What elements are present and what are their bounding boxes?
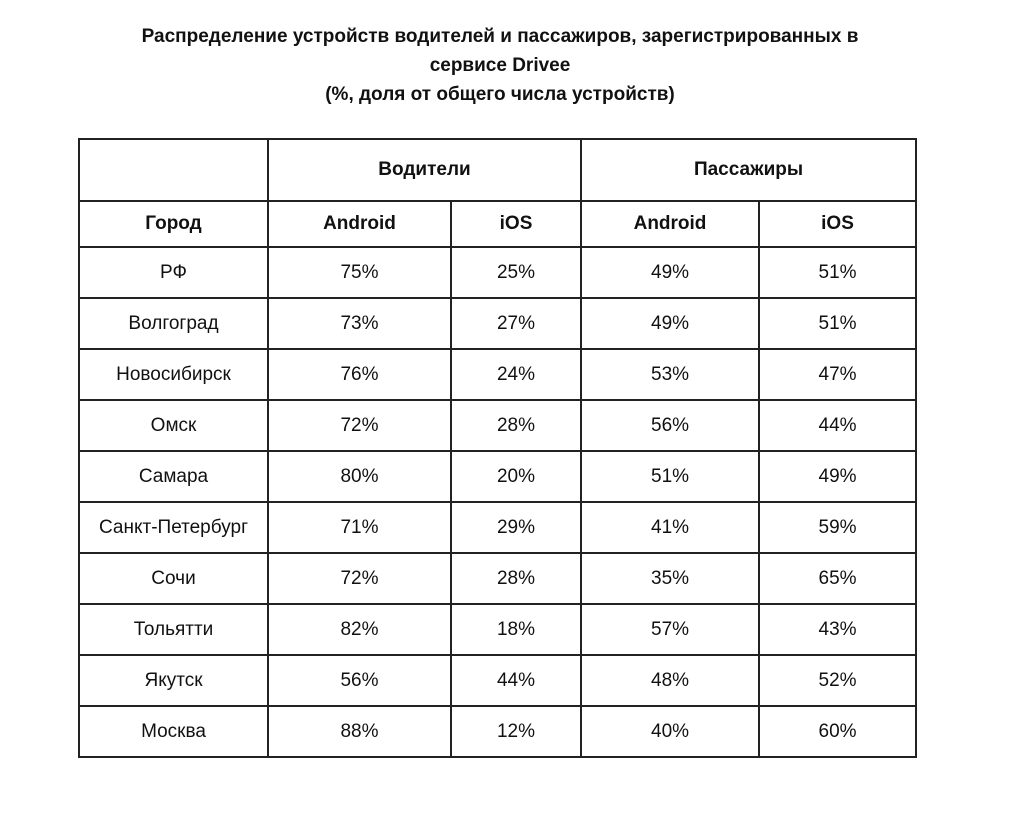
table-row: Волгоград 73% 27% 49% 51% [78, 297, 918, 350]
cell-drivers-android: 75% [267, 246, 452, 299]
cell-passengers-ios: 65% [758, 552, 918, 605]
header-passengers-ios: iOS [758, 200, 918, 248]
table-row: Москва 88% 12% 40% 60% [78, 705, 918, 758]
cell-passengers-ios: 52% [758, 654, 918, 707]
cell-passengers-android: 51% [580, 450, 761, 503]
cell-drivers-ios: 27% [449, 297, 583, 350]
cell-passengers-android: 40% [580, 705, 761, 758]
cell-passengers-android: 35% [580, 552, 761, 605]
table-row: Сочи 72% 28% 35% 65% [78, 552, 918, 605]
cell-drivers-android: 80% [267, 450, 452, 503]
cell-drivers-android: 72% [267, 552, 452, 605]
cell-drivers-ios: 29% [449, 501, 583, 554]
cell-passengers-ios: 60% [758, 705, 918, 758]
cell-city: Новосибирск [78, 348, 269, 401]
cell-drivers-android: 82% [267, 603, 452, 656]
page-title: Распределение устройств водителей и пасс… [0, 22, 1000, 109]
cell-city: Тольятти [78, 603, 269, 656]
table-row: Якутск 56% 44% 48% 52% [78, 654, 918, 707]
cell-drivers-ios: 24% [449, 348, 583, 401]
table-row: Омск 72% 28% 56% 44% [78, 399, 918, 452]
title-line-1: Распределение устройств водителей и пасс… [141, 26, 859, 47]
header-passengers-android: Android [580, 200, 761, 248]
cell-city: РФ [78, 246, 269, 299]
cell-city: Санкт-Петербург [78, 501, 269, 554]
cell-passengers-ios: 47% [758, 348, 918, 401]
cell-drivers-android: 71% [267, 501, 452, 554]
cell-city: Самара [78, 450, 269, 503]
cell-passengers-android: 48% [580, 654, 761, 707]
cell-passengers-ios: 51% [758, 246, 918, 299]
title-line-2: сервисе Drivee [429, 55, 571, 76]
cell-passengers-android: 57% [580, 603, 761, 656]
header-drivers-ios: iOS [449, 200, 583, 248]
title-line-3: (%, доля от общего числа устройств) [325, 84, 675, 105]
cell-passengers-ios: 43% [758, 603, 918, 656]
table-row: РФ 75% 25% 49% 51% [78, 246, 918, 299]
cell-passengers-ios: 44% [758, 399, 918, 452]
cell-passengers-android: 41% [580, 501, 761, 554]
sub-header-row: Город Android iOS Android iOS [78, 200, 918, 248]
cell-passengers-ios: 51% [758, 297, 918, 350]
cell-drivers-android: 76% [267, 348, 452, 401]
header-empty-cell [78, 138, 269, 202]
cell-city: Омск [78, 399, 269, 452]
group-header-row: Водители Пассажиры [78, 138, 918, 202]
cell-city: Якутск [78, 654, 269, 707]
cell-drivers-android: 73% [267, 297, 452, 350]
header-city: Город [78, 200, 269, 248]
cell-drivers-ios: 20% [449, 450, 583, 503]
cell-drivers-ios: 18% [449, 603, 583, 656]
cell-passengers-android: 53% [580, 348, 761, 401]
header-drivers: Водители [266, 138, 583, 202]
table-row: Новосибирск 76% 24% 53% 47% [78, 348, 918, 401]
device-distribution-table: Водители Пассажиры Город Android iOS And… [78, 138, 918, 758]
cell-passengers-ios: 59% [758, 501, 918, 554]
cell-drivers-android: 72% [267, 399, 452, 452]
cell-drivers-ios: 12% [449, 705, 583, 758]
cell-drivers-ios: 28% [449, 552, 583, 605]
cell-passengers-android: 49% [580, 246, 761, 299]
cell-passengers-android: 49% [580, 297, 761, 350]
table-row: Санкт-Петербург 71% 29% 41% 59% [78, 501, 918, 554]
cell-drivers-android: 56% [267, 654, 452, 707]
header-drivers-android: Android [267, 200, 452, 248]
header-passengers: Пассажиры [580, 138, 918, 202]
cell-drivers-ios: 44% [449, 654, 583, 707]
cell-drivers-android: 88% [267, 705, 452, 758]
cell-drivers-ios: 28% [449, 399, 583, 452]
cell-city: Волгоград [78, 297, 269, 350]
cell-passengers-android: 56% [580, 399, 761, 452]
table-row: Тольятти 82% 18% 57% 43% [78, 603, 918, 656]
cell-drivers-ios: 25% [449, 246, 583, 299]
cell-passengers-ios: 49% [758, 450, 918, 503]
table-row: Самара 80% 20% 51% 49% [78, 450, 918, 503]
cell-city: Сочи [78, 552, 269, 605]
cell-city: Москва [78, 705, 269, 758]
